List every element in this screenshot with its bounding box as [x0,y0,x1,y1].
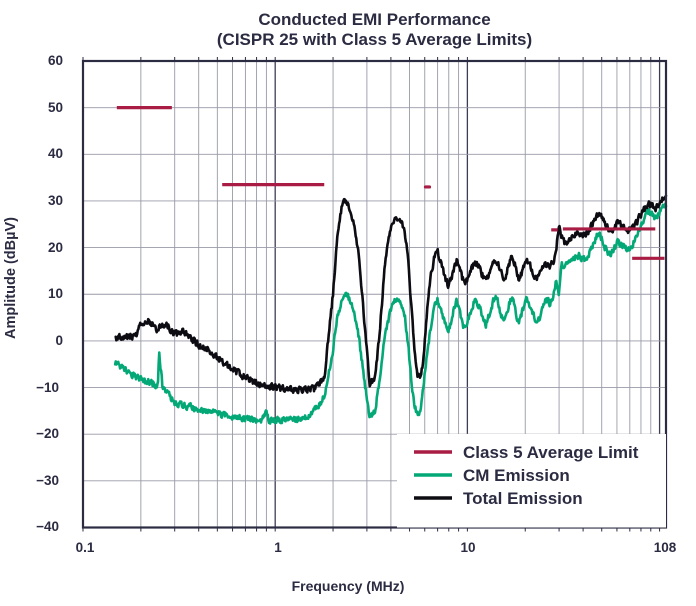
svg-text:Total Emission: Total Emission [463,489,583,508]
svg-text:Class 5 Average Limit: Class 5 Average Limit [463,443,639,462]
svg-text:CM Emission: CM Emission [463,466,570,485]
